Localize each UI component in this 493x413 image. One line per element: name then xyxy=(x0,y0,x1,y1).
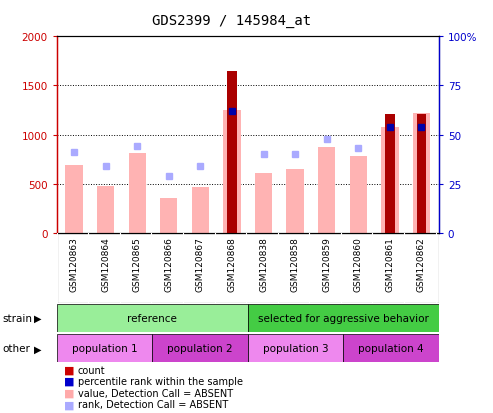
Text: ▶: ▶ xyxy=(34,344,41,354)
Text: GSM120862: GSM120862 xyxy=(417,237,426,292)
Text: population 1: population 1 xyxy=(71,344,137,354)
Bar xyxy=(381,127,398,233)
Bar xyxy=(247,304,439,332)
Text: GSM120867: GSM120867 xyxy=(196,237,205,292)
Text: selected for aggressive behavior: selected for aggressive behavior xyxy=(258,313,429,323)
Bar xyxy=(57,335,152,363)
Text: population 4: population 4 xyxy=(358,344,424,354)
Bar xyxy=(417,115,426,233)
Text: GSM120866: GSM120866 xyxy=(164,237,174,292)
Bar xyxy=(247,335,343,363)
Text: GSM120863: GSM120863 xyxy=(70,237,78,292)
Text: GSM120865: GSM120865 xyxy=(133,237,141,292)
Bar xyxy=(57,233,439,304)
Bar xyxy=(413,114,430,233)
Text: population 3: population 3 xyxy=(263,344,328,354)
Text: GSM120858: GSM120858 xyxy=(290,237,300,292)
Text: GSM120861: GSM120861 xyxy=(386,237,394,292)
Text: percentile rank within the sample: percentile rank within the sample xyxy=(78,376,243,386)
Text: ■: ■ xyxy=(64,365,74,375)
Text: count: count xyxy=(78,365,106,375)
Text: value, Detection Call = ABSENT: value, Detection Call = ABSENT xyxy=(78,388,233,398)
Bar xyxy=(66,166,83,233)
Bar xyxy=(385,115,394,233)
Text: GSM120838: GSM120838 xyxy=(259,237,268,292)
Bar xyxy=(343,335,439,363)
Text: ■: ■ xyxy=(64,399,74,409)
Text: GDS2399 / 145984_at: GDS2399 / 145984_at xyxy=(152,14,311,28)
Bar xyxy=(286,170,304,233)
Text: GSM120859: GSM120859 xyxy=(322,237,331,292)
Text: other: other xyxy=(2,344,31,354)
Text: rank, Detection Call = ABSENT: rank, Detection Call = ABSENT xyxy=(78,399,228,409)
Bar xyxy=(255,173,272,233)
Text: GSM120864: GSM120864 xyxy=(101,237,110,292)
Bar xyxy=(223,111,241,233)
Text: ▶: ▶ xyxy=(34,313,41,323)
Bar xyxy=(350,157,367,233)
Bar xyxy=(97,186,114,233)
Bar xyxy=(129,154,146,233)
Bar xyxy=(160,198,177,233)
Bar xyxy=(227,71,237,233)
Text: GSM120860: GSM120860 xyxy=(354,237,363,292)
Text: ■: ■ xyxy=(64,388,74,398)
Bar xyxy=(57,304,247,332)
Text: GSM120868: GSM120868 xyxy=(227,237,237,292)
Text: reference: reference xyxy=(127,313,177,323)
Text: ■: ■ xyxy=(64,376,74,386)
Bar xyxy=(152,335,248,363)
Text: population 2: population 2 xyxy=(167,344,233,354)
Text: strain: strain xyxy=(2,313,33,323)
Bar xyxy=(192,187,209,233)
Bar xyxy=(318,148,335,233)
